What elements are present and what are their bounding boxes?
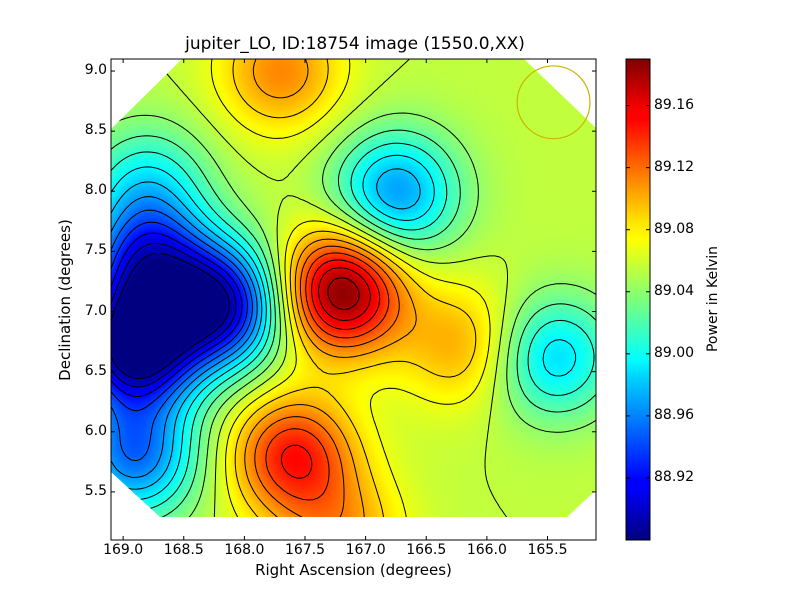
contour-line [327, 277, 360, 311]
colorbar-tick-label: 89.08 [654, 220, 695, 237]
colorbar-tick-label: 89.04 [654, 282, 695, 299]
colorbar-tick-label: 88.92 [654, 468, 695, 485]
contour-line [244, 59, 417, 517]
contour-line [254, 245, 400, 517]
contour-line [111, 196, 258, 478]
y-tick-label: 6.0 [84, 422, 107, 439]
plot-frame [110, 58, 597, 541]
contour-line [318, 267, 371, 321]
contour-line [111, 129, 596, 517]
y-tick-label: 8.5 [84, 122, 107, 139]
y-tick-label: 7.5 [84, 242, 107, 259]
y-tick-label: 5.5 [84, 482, 107, 499]
contour-line [265, 252, 390, 501]
colorbar [626, 59, 650, 540]
beam-circle [516, 65, 591, 140]
contour-lines [111, 59, 596, 517]
contour-line [111, 112, 596, 517]
x-tick-label: 169.0 [103, 542, 144, 558]
contour-line [210, 59, 491, 517]
contour-line [111, 253, 230, 379]
colorbar-tick-label: 89.00 [654, 344, 695, 361]
contour-line [111, 142, 595, 512]
contour-line [232, 59, 477, 517]
colorbar-frame [625, 58, 651, 541]
x-tick-label: 168.5 [163, 542, 204, 558]
colorbar-label: Power in Kelvin [705, 245, 721, 353]
contour-line [111, 242, 237, 388]
colorbar-tick-label: 89.12 [654, 158, 695, 175]
colorbar-tick-label: 89.16 [654, 96, 695, 113]
contour-line [111, 154, 577, 501]
y-tick-label: 9.0 [84, 62, 107, 79]
x-tick-label: 166.5 [406, 542, 447, 558]
x-tick-label: 165.5 [527, 542, 568, 558]
x-axis-label: Right Ascension (degrees) [255, 561, 452, 579]
x-tick-label: 167.0 [345, 542, 386, 558]
contour-line [111, 221, 248, 412]
axis-ticks [111, 59, 596, 540]
x-tick-label: 168.0 [224, 542, 265, 558]
contour-line [111, 209, 253, 462]
y-tick-label: 7.0 [84, 302, 107, 319]
colorbar-ticks [626, 105, 650, 479]
x-tick-label: 166.0 [466, 542, 507, 558]
y-tick-label: 8.0 [84, 182, 107, 199]
colorbar-tick-label: 88.96 [654, 406, 695, 423]
y-tick-label: 6.5 [84, 362, 107, 379]
contour-line [111, 168, 421, 490]
contour-line [111, 232, 243, 398]
heatmap-image [111, 59, 596, 517]
contour-line [280, 259, 381, 479]
chart-title: jupiter_LO, ID:18754 image (1550.0,XX) [185, 34, 525, 54]
beam-marker [516, 65, 591, 140]
x-tick-label: 167.5 [284, 542, 326, 558]
